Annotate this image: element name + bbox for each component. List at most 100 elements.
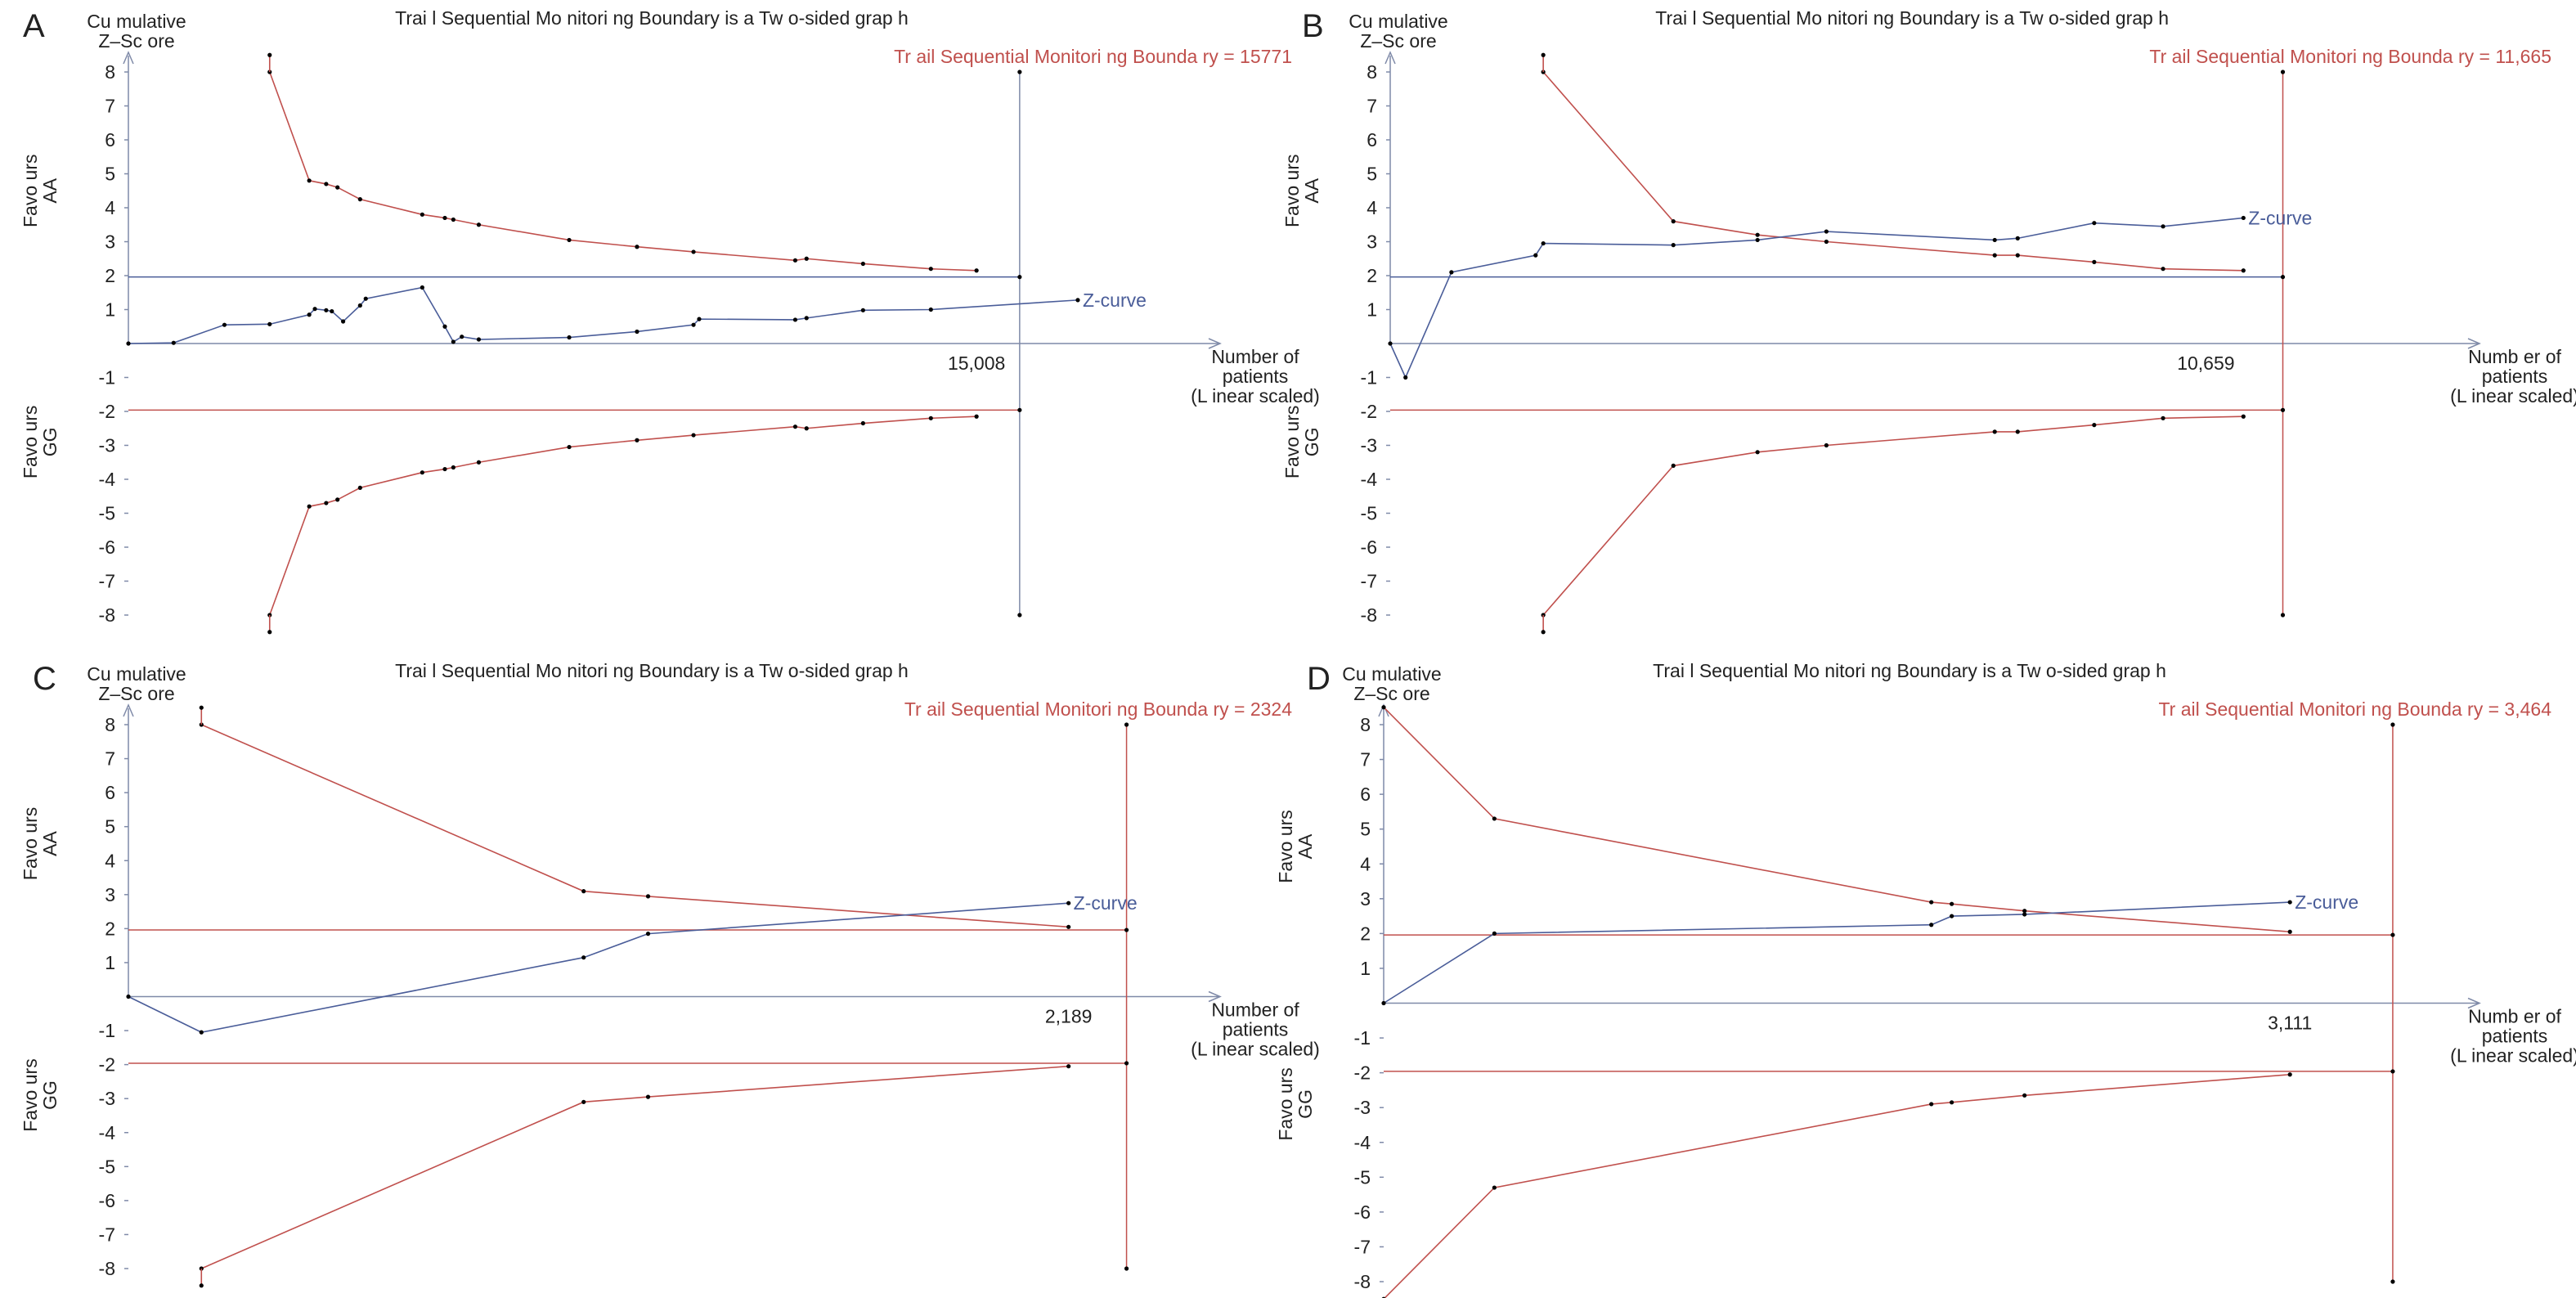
y-axis-label: Cu mulative (1342, 663, 1441, 685)
lower-boundary-point (581, 1099, 586, 1104)
z-curve-line (1383, 901, 2291, 1004)
z-curve-point (324, 308, 329, 312)
tsmb-label: Tr ail Sequential Monitori ng Bounda ry … (904, 698, 1292, 720)
z-curve-point (2241, 215, 2246, 221)
y-tick-label: -3 (99, 435, 115, 456)
upper-boundary-point (928, 267, 933, 272)
y-tick-label: 6 (1367, 129, 1377, 150)
upper-boundary-point (476, 222, 482, 227)
upper-boundary-point (1929, 900, 1934, 905)
y-tick-label: 7 (1360, 749, 1371, 770)
upper-boundary-point (804, 256, 809, 261)
z-curve-point (691, 322, 696, 327)
y-tick-label: -8 (99, 1258, 115, 1279)
y-tick-label: -4 (99, 1122, 116, 1143)
ris-marker (1124, 927, 1129, 932)
upper-boundary-point (324, 182, 329, 186)
upper-boundary-point (645, 894, 651, 899)
upper-boundary-cap-point (1541, 52, 1546, 57)
lower-boundary-point (2015, 429, 2020, 434)
z-curve-point (2092, 221, 2097, 226)
lower-boundary-point (860, 420, 865, 426)
z-curve-point (341, 319, 346, 324)
upper-boundary-point (307, 178, 312, 183)
z-curve-point (1449, 270, 1454, 275)
upper-boundary-point (1492, 816, 1497, 821)
y-tick-label: -6 (99, 537, 115, 558)
z-curve-point (1992, 237, 1997, 243)
y-axis-arrow (123, 51, 134, 65)
z-curve-point (860, 308, 865, 312)
y-tick-label: -8 (1361, 604, 1377, 626)
lower-boundary-point (2241, 414, 2246, 419)
lower-boundary-point (691, 433, 696, 438)
z-curve-point (567, 335, 572, 340)
upper-boundary-point (567, 237, 572, 243)
favours-lower-label: GG (39, 427, 61, 456)
x-axis-label: (L inear scaled) (1191, 1039, 1320, 1060)
ris-marker (2390, 1069, 2395, 1074)
z-curve-label: Z-curve (1074, 892, 1138, 914)
y-tick-label: 8 (1367, 61, 1377, 83)
y-tick-label: -1 (99, 367, 115, 389)
upper-boundary-point (974, 268, 979, 273)
y-tick-label: -7 (1361, 571, 1377, 592)
upper-boundary-point (420, 212, 424, 217)
y-tick-label: 6 (105, 129, 115, 150)
y-tick-label: 4 (1360, 853, 1371, 874)
upper-boundary-point (2241, 268, 2246, 273)
upper-boundary-point (860, 261, 865, 267)
lower-boundary-point (420, 470, 424, 475)
y-tick-label: 3 (105, 884, 115, 905)
z-curve-point (635, 329, 640, 335)
z-curve-point (1388, 341, 1393, 346)
y-tick-label: -5 (99, 1156, 115, 1177)
lower-boundary-point (645, 1094, 651, 1099)
z-curve-point (451, 339, 456, 344)
lower-boundary-point (1992, 429, 1997, 434)
y-tick-label: -1 (99, 1020, 115, 1041)
panel-c: C Trai l Sequential Mo nitori ng Boundary… (20, 660, 1320, 1288)
ris-marker (1124, 1061, 1129, 1066)
tsmb-label: Tr ail Sequential Monitori ng Bounda ry … (894, 46, 1292, 67)
y-tick-label: 2 (105, 265, 115, 286)
y-tick-label: 7 (1367, 96, 1377, 117)
ris-marker (1017, 275, 1022, 280)
y-tick-label: -3 (1361, 435, 1377, 456)
y-tick-label: 4 (1367, 197, 1377, 218)
lower-boundary-cap-point (267, 630, 272, 635)
tsmb-label: Tr ail Sequential Monitori ng Bounda ry … (2149, 46, 2551, 67)
x-axis-label: (L inear scaled) (2450, 385, 2576, 406)
upper-boundary-point (1755, 232, 1760, 237)
upper-boundary-point (2287, 929, 2292, 934)
favours-upper-label: Favo urs (20, 155, 41, 227)
tsmb-label: Tr ail Sequential Monitori ng Bounda ry … (2158, 698, 2551, 720)
y-tick-label: 4 (105, 197, 115, 218)
favours-lower-label: GG (39, 1080, 61, 1110)
y-tick-label: 1 (105, 952, 115, 973)
y-tick-label: 5 (105, 164, 115, 185)
y-axis-label: Z–Sc ore (98, 30, 174, 52)
y-tick-label: 3 (105, 231, 115, 253)
lower-boundary-point (357, 485, 362, 490)
lower-boundary-point (1950, 1100, 1954, 1105)
lower-boundary-point (1671, 463, 1676, 469)
upper-boundary-point (1066, 924, 1071, 929)
ris-marker (1017, 70, 1022, 74)
z-curve-point (1492, 931, 1497, 936)
upper-boundary-point (335, 185, 340, 190)
panel-d: D Trai l Sequential Mo nitori ng Boundary… (1275, 660, 2576, 1298)
upper-boundary-point (691, 249, 696, 254)
y-tick-label: -8 (99, 604, 115, 626)
lower-boundary-point (335, 497, 340, 502)
y-axis-arrow (123, 703, 134, 717)
lower-boundary-point (567, 444, 572, 450)
z-curve-point (2022, 912, 2027, 917)
lower-boundary-point (2092, 423, 2097, 428)
lower-boundary-point (476, 460, 482, 465)
z-curve-point (420, 285, 424, 290)
upper-boundary-point (635, 245, 640, 249)
favours-lower-label: Favo urs (20, 406, 41, 478)
x-marker-label: 10,659 (2177, 353, 2234, 374)
favours-upper-label: AA (1301, 177, 1322, 203)
